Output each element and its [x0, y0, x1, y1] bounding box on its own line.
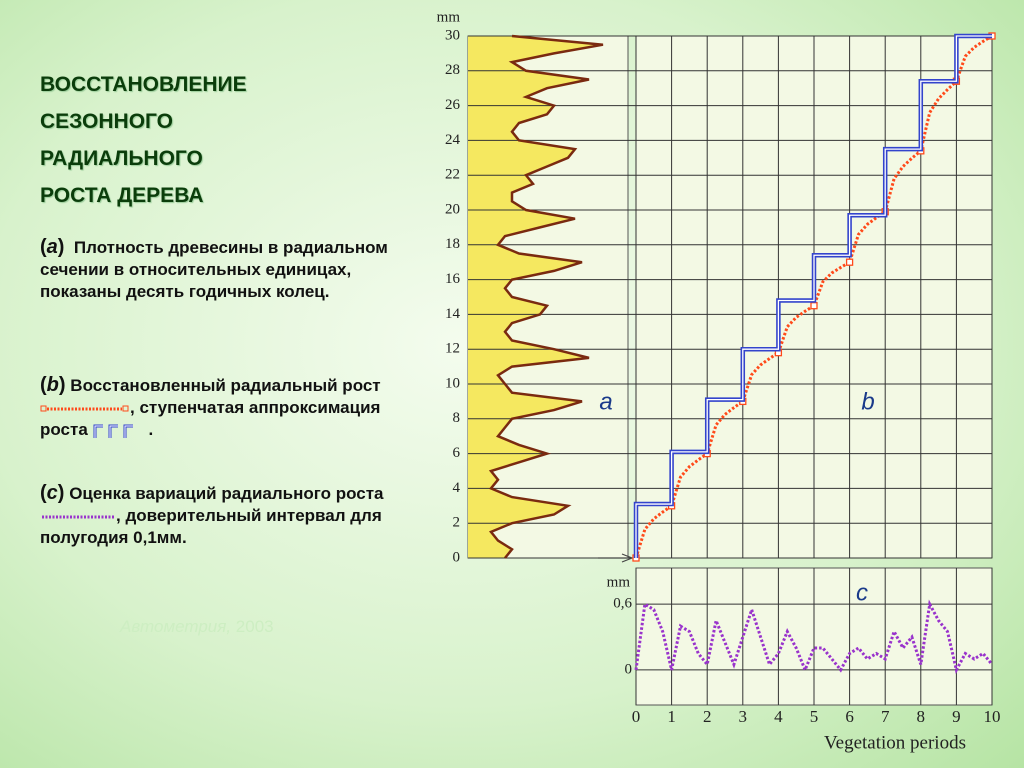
- legend-icon-steps: [93, 424, 133, 438]
- y-tick-label: 22: [445, 167, 460, 183]
- caption-text: Восстановленный радиальный рост: [70, 376, 381, 395]
- y-tick-label: 16: [445, 271, 461, 287]
- paren: (: [40, 374, 47, 396]
- source-year: 2003: [235, 617, 274, 636]
- paren: (: [40, 482, 47, 504]
- letter: a: [46, 236, 58, 258]
- caption-a: (a) Плотность древесины в радиальном сеч…: [40, 236, 400, 303]
- y-axis-label: mm: [437, 9, 461, 25]
- letter: c: [46, 482, 58, 504]
- y-axis-label: mm: [607, 574, 631, 590]
- y-tick-label: 26: [445, 97, 461, 113]
- legend-icon-variation: [42, 515, 114, 519]
- paren: ): [57, 236, 65, 258]
- caption-c: (c) Оценка вариаций радиального роста , …: [40, 482, 400, 549]
- source: Автометрия, 2003: [120, 617, 274, 637]
- density-fill: [468, 36, 603, 558]
- line: [634, 599, 994, 675]
- x-tick-label: 1: [667, 707, 676, 726]
- annotation: a: [599, 388, 612, 415]
- paren: ): [58, 374, 66, 396]
- paren: ): [57, 482, 65, 504]
- title: ВОССТАНОВЛЕНИЕ СЕЗОННОГО РАДИАЛЬНОГО РОСТА …: [40, 66, 247, 214]
- x-tick-label: 2: [703, 707, 712, 726]
- caption-text: ступенчатая аппроксимация роста: [40, 398, 381, 439]
- y-tick-label: 2: [453, 515, 461, 531]
- title-line: ВОССТАНОВЛЕНИЕ: [40, 73, 247, 96]
- icon-steps: [94, 425, 133, 438]
- y-tick-label: 0: [625, 661, 633, 677]
- y-tick-label: 14: [445, 306, 461, 322]
- annotation: b: [861, 388, 874, 415]
- x-tick-label: 0: [632, 707, 641, 726]
- y-tick-label: 30: [445, 27, 460, 43]
- letter: b: [46, 374, 59, 396]
- separator: ,: [130, 398, 135, 417]
- x-tick-label: 4: [774, 707, 783, 726]
- source-journal: Автометрия,: [120, 617, 232, 636]
- step-line-inner: [635, 35, 992, 558]
- line: [634, 34, 993, 559]
- y-tick-label: 4: [453, 480, 461, 496]
- y-tick-label: 12: [445, 341, 460, 357]
- legend-icon-growth: [40, 405, 129, 412]
- paren: (: [40, 236, 47, 258]
- arrow: [598, 553, 634, 563]
- y-tick-label: 8: [453, 410, 461, 426]
- point-marker: [810, 302, 818, 310]
- y-tick-label: 24: [445, 132, 461, 148]
- y-tick-label: 18: [445, 236, 460, 252]
- y-tick-label: 10: [445, 375, 460, 391]
- x-tick-label: 10: [984, 707, 1001, 726]
- x-axis-label: Vegetation periods: [824, 732, 966, 753]
- caption-text: Плотность древесины в радиальном сечении…: [40, 238, 388, 301]
- separator: .: [148, 420, 154, 439]
- y-tick-label: 6: [453, 445, 461, 461]
- point-marker: [845, 258, 854, 266]
- y-tick-label: 0,6: [613, 596, 632, 612]
- annotation: c: [856, 579, 868, 606]
- caption-b: (b) Восстановленный радиальный рост , ст…: [40, 374, 400, 441]
- caption-text: Оценка вариаций радиального роста: [69, 484, 384, 503]
- x-tick-label: 5: [810, 707, 819, 726]
- icon-marker: [122, 405, 129, 412]
- title-line: РАДИАЛЬНОГО: [40, 147, 203, 170]
- y-tick-label: 20: [445, 201, 460, 217]
- x-tick-label: 9: [952, 707, 961, 726]
- x-tick-label: 6: [845, 707, 854, 726]
- caption-text: доверительный интервал для полугодия 0,1…: [40, 506, 382, 547]
- x-tick-label: 3: [739, 707, 748, 726]
- x-tick-label: 7: [881, 707, 890, 726]
- title-line: РОСТА ДЕРЕВА: [40, 184, 204, 207]
- separator: ,: [116, 506, 121, 525]
- y-tick-label: 0: [453, 549, 461, 565]
- y-tick-label: 28: [445, 62, 460, 78]
- title-line: СЕЗОННОГО: [40, 110, 174, 133]
- density-line: [488, 34, 604, 559]
- icon-marker: [40, 405, 47, 412]
- x-tick-label: 8: [917, 707, 926, 726]
